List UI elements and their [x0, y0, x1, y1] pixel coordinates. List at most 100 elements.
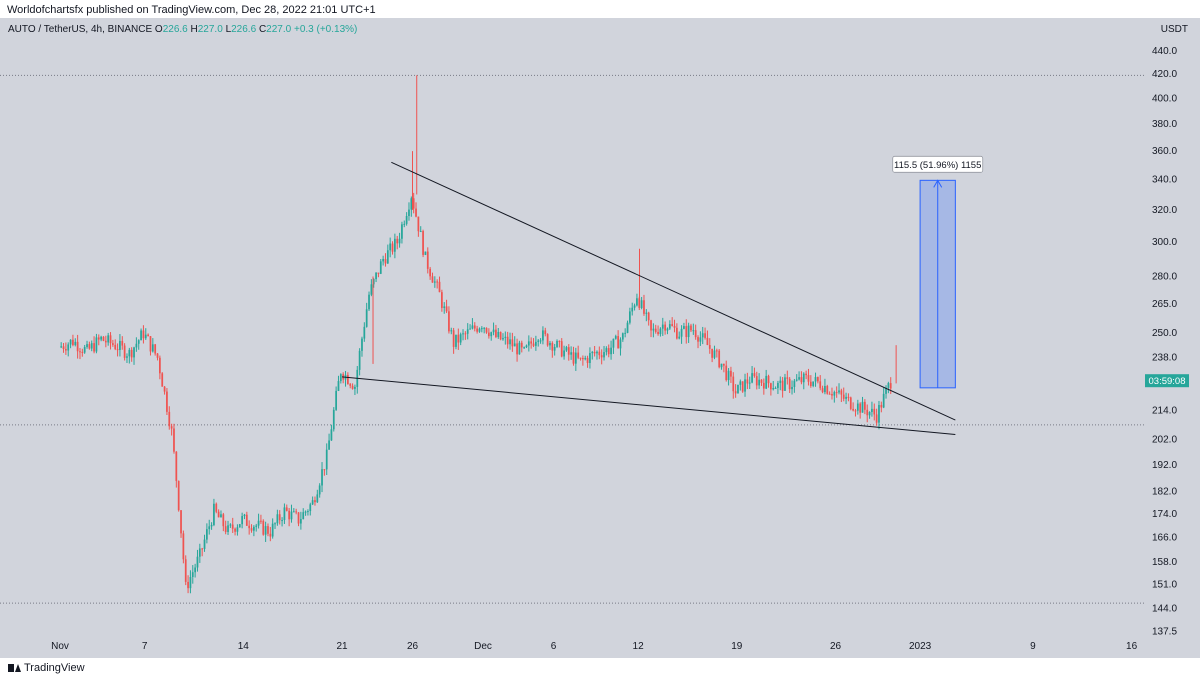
candle-body	[643, 300, 645, 314]
candle-body	[847, 396, 850, 398]
candle-body	[316, 494, 319, 503]
low-key: L	[225, 24, 232, 35]
candle-body	[375, 272, 377, 280]
tradingview-logo[interactable]: TradingView	[8, 662, 85, 674]
candle-body	[86, 344, 88, 348]
candle-body	[781, 380, 784, 391]
candle-body	[271, 523, 274, 537]
candle-body	[389, 243, 392, 251]
x-tick-label: 9	[1030, 641, 1036, 652]
candle-body	[887, 383, 890, 388]
candle-body	[363, 326, 366, 339]
y-tick-label: 144.0	[1152, 603, 1177, 614]
y-tick-label: 238.0	[1152, 353, 1177, 364]
candle-body	[161, 373, 164, 387]
trendline-upper	[391, 161, 956, 421]
candle-body	[121, 340, 124, 346]
candle-body	[379, 261, 382, 274]
candle-body	[304, 511, 307, 513]
candle-body	[318, 485, 321, 495]
candle-body	[762, 382, 765, 389]
candle-body	[668, 324, 671, 329]
candle-body	[525, 345, 528, 348]
candle-body	[638, 298, 641, 308]
candle-body	[330, 429, 333, 441]
candle-body	[417, 216, 420, 232]
candle-body	[182, 533, 185, 560]
x-tick-label: 2023	[909, 641, 932, 652]
x-tick-label: 7	[142, 641, 148, 652]
candle-body	[224, 526, 227, 532]
candle-body	[455, 334, 457, 347]
candle-body	[163, 386, 166, 392]
candle-body	[527, 341, 530, 346]
candle-body	[692, 330, 695, 332]
y-tick-label: 300.0	[1152, 237, 1177, 248]
candle-body	[438, 281, 441, 293]
candle-body	[257, 520, 260, 526]
candle-body	[253, 526, 255, 531]
y-tick-label: 265.0	[1152, 299, 1177, 310]
candle-body	[513, 343, 516, 347]
y-tick-label: 166.0	[1152, 532, 1177, 543]
candle-body	[415, 208, 417, 217]
y-tick-label: 420.0	[1152, 69, 1177, 80]
candle-body	[314, 500, 316, 503]
candle-body	[83, 347, 86, 353]
candle-body	[551, 342, 554, 351]
chart-area[interactable]: 137.5 144.0 151.0 158.0 166.0 174.0 182.0 192.0…	[0, 18, 1200, 658]
candle-body	[603, 352, 605, 358]
candle-body	[586, 357, 589, 364]
candle-body	[659, 328, 662, 335]
candle-body	[377, 272, 380, 274]
candle-body	[765, 375, 768, 389]
candle-body	[704, 333, 706, 338]
candle-body	[159, 357, 161, 374]
high-value: 227.0	[197, 24, 223, 35]
candle-body	[88, 344, 91, 349]
candle-body	[119, 340, 121, 350]
candle-body	[81, 351, 84, 353]
candle-body	[337, 381, 340, 391]
candle-body	[687, 325, 690, 338]
candle-body	[292, 511, 295, 513]
candle-body	[784, 377, 786, 391]
candle-body	[819, 381, 822, 389]
candle-body	[518, 342, 521, 355]
candle-body	[201, 548, 204, 550]
trendline-lower	[341, 376, 956, 436]
candle-body	[490, 332, 493, 337]
candle-body	[626, 322, 629, 333]
candle-body	[62, 346, 65, 350]
candle-body	[398, 238, 401, 244]
candle-body	[868, 412, 871, 416]
candle-body	[852, 408, 854, 411]
price-chart[interactable]: 137.5 144.0 151.0 158.0 166.0 174.0 182.0 192.0…	[0, 18, 1200, 658]
candle-body	[593, 351, 596, 354]
candle-body	[464, 333, 467, 335]
y-tick-label: 400.0	[1152, 93, 1177, 104]
candle-body	[760, 379, 763, 383]
candle-body	[871, 408, 873, 413]
candle-body	[102, 336, 105, 341]
candle-body	[854, 410, 857, 412]
candle-body	[471, 325, 474, 329]
candle-body	[741, 381, 744, 392]
x-tick-label: 26	[830, 641, 842, 652]
candle-body	[191, 572, 194, 578]
change-value: +0.3 (+0.13%)	[293, 24, 358, 35]
candle-body	[718, 350, 721, 368]
candle-body	[647, 312, 650, 321]
candle-body	[579, 357, 582, 359]
candle-body	[349, 384, 352, 386]
candle-body	[666, 328, 669, 331]
candle-body	[130, 349, 133, 358]
candle-body	[196, 556, 199, 568]
candle-body	[274, 523, 276, 525]
candle-body	[149, 336, 152, 352]
candle-body	[97, 337, 100, 340]
candle-body	[166, 391, 168, 412]
candle-body	[309, 504, 312, 512]
candle-body	[154, 344, 157, 354]
candle-body	[107, 335, 110, 343]
